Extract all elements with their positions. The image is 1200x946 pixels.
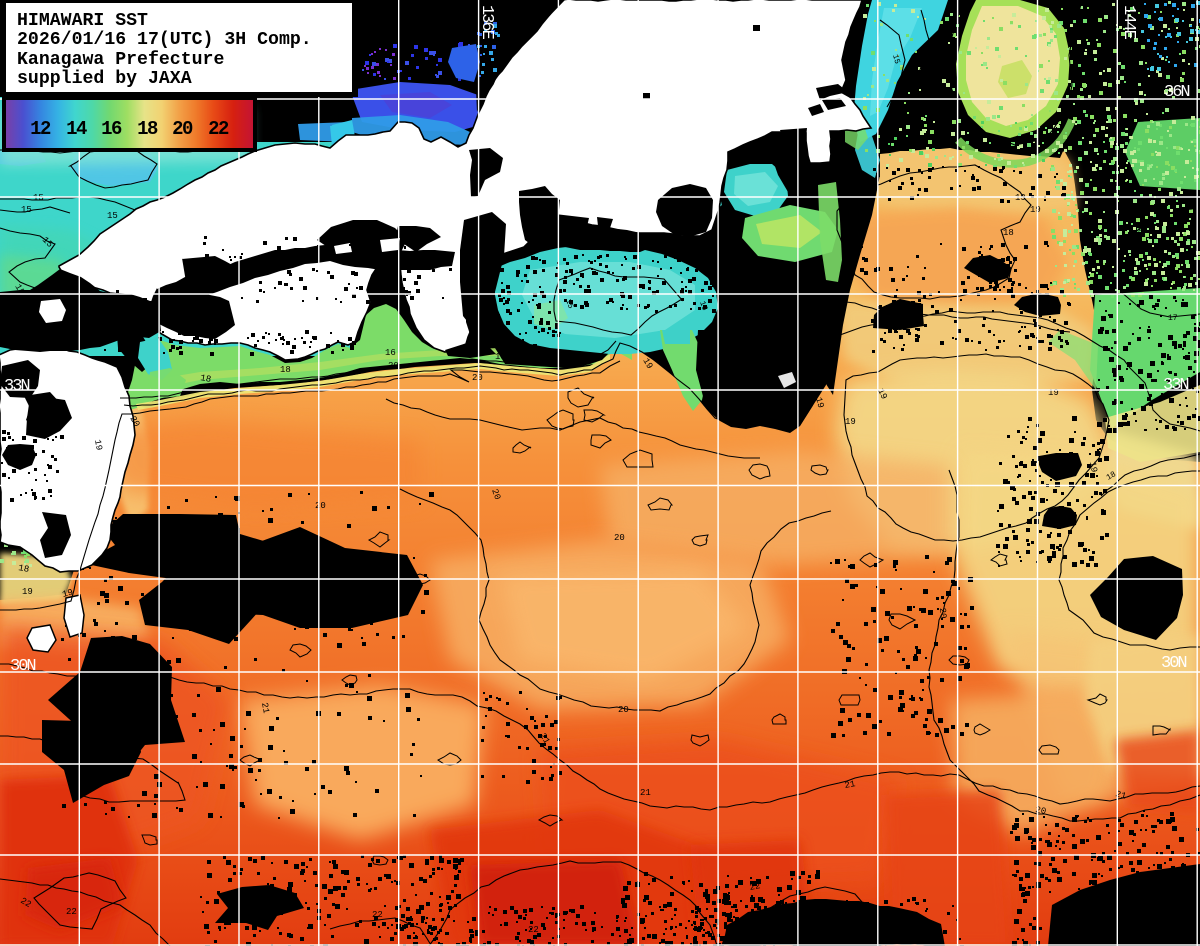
svg-text:21: 21 (259, 702, 271, 714)
svg-text:19: 19 (1087, 461, 1099, 473)
svg-text:19: 19 (855, 208, 866, 218)
svg-text:21: 21 (844, 779, 856, 791)
svg-text:19: 19 (789, 343, 803, 356)
svg-text:20: 20 (127, 415, 141, 429)
svg-text:17: 17 (1135, 222, 1148, 235)
svg-text:19: 19 (22, 587, 33, 597)
svg-text:33N: 33N (1163, 376, 1188, 395)
svg-text:16: 16 (909, 73, 920, 85)
svg-text:18: 18 (1105, 470, 1118, 483)
svg-text:15: 15 (12, 283, 26, 297)
svg-text:15: 15 (890, 53, 901, 65)
svg-text:20: 20 (388, 361, 399, 371)
svg-text:21: 21 (537, 732, 551, 746)
svg-text:22: 22 (208, 118, 229, 140)
svg-text:18: 18 (495, 352, 506, 362)
svg-text:18: 18 (995, 136, 1006, 147)
svg-text:20: 20 (1121, 595, 1133, 607)
svg-text:18: 18 (17, 563, 29, 575)
svg-text:19: 19 (640, 357, 654, 371)
svg-text:20: 20 (1034, 805, 1046, 817)
svg-text:20: 20 (489, 488, 502, 502)
svg-text:15: 15 (107, 211, 118, 221)
svg-text:supplied by JAXA: supplied by JAXA (17, 69, 192, 89)
svg-text:18: 18 (967, 125, 980, 138)
svg-text:21: 21 (640, 788, 651, 798)
svg-text:18: 18 (137, 118, 158, 140)
svg-text:20: 20 (472, 373, 483, 383)
svg-text:18: 18 (549, 357, 561, 369)
svg-text:19: 19 (61, 587, 74, 599)
svg-text:19: 19 (813, 396, 825, 409)
svg-text:16: 16 (697, 300, 709, 312)
svg-text:15: 15 (21, 205, 32, 215)
svg-text:22: 22 (66, 907, 77, 917)
svg-text:22: 22 (372, 910, 383, 920)
svg-text:136E: 136E (477, 5, 496, 40)
svg-text:30N: 30N (1161, 654, 1186, 673)
svg-text:20: 20 (315, 501, 326, 511)
svg-text:20: 20 (614, 533, 625, 543)
svg-text:19: 19 (845, 417, 856, 427)
svg-text:HIMAWARI SST: HIMAWARI SST (17, 11, 148, 31)
svg-text:19: 19 (92, 439, 104, 451)
svg-text:20: 20 (937, 607, 948, 619)
svg-text:18: 18 (1003, 228, 1014, 238)
svg-text:144E: 144E (1119, 5, 1138, 40)
svg-text:36N: 36N (1164, 83, 1189, 102)
svg-text:20: 20 (618, 705, 629, 715)
svg-text:22: 22 (749, 881, 761, 893)
svg-text:16: 16 (385, 348, 396, 358)
svg-text:18: 18 (199, 373, 211, 385)
svg-text:33N: 33N (4, 377, 29, 396)
svg-text:15: 15 (33, 193, 44, 203)
svg-text:15: 15 (902, 97, 915, 110)
svg-text:14: 14 (66, 118, 87, 140)
svg-text:30N: 30N (10, 657, 35, 676)
svg-text:22: 22 (19, 896, 33, 910)
svg-text:Kanagawa Prefecture: Kanagawa Prefecture (17, 50, 224, 70)
svg-text:15: 15 (563, 298, 575, 310)
svg-text:18: 18 (845, 253, 858, 267)
svg-text:2026/01/16 17(UTC) 3H Comp.: 2026/01/16 17(UTC) 3H Comp. (17, 30, 312, 50)
svg-text:16: 16 (101, 118, 122, 140)
svg-text:17: 17 (1168, 314, 1178, 323)
svg-text:20: 20 (172, 118, 193, 140)
svg-text:19: 19 (1030, 205, 1041, 215)
svg-text:12: 12 (30, 118, 51, 140)
svg-text:20: 20 (1146, 585, 1157, 595)
svg-text:22: 22 (528, 925, 539, 935)
svg-text:19: 19 (1015, 193, 1026, 203)
svg-text:18: 18 (280, 365, 291, 375)
svg-text:21: 21 (111, 657, 123, 669)
svg-text:19: 19 (1048, 388, 1059, 398)
